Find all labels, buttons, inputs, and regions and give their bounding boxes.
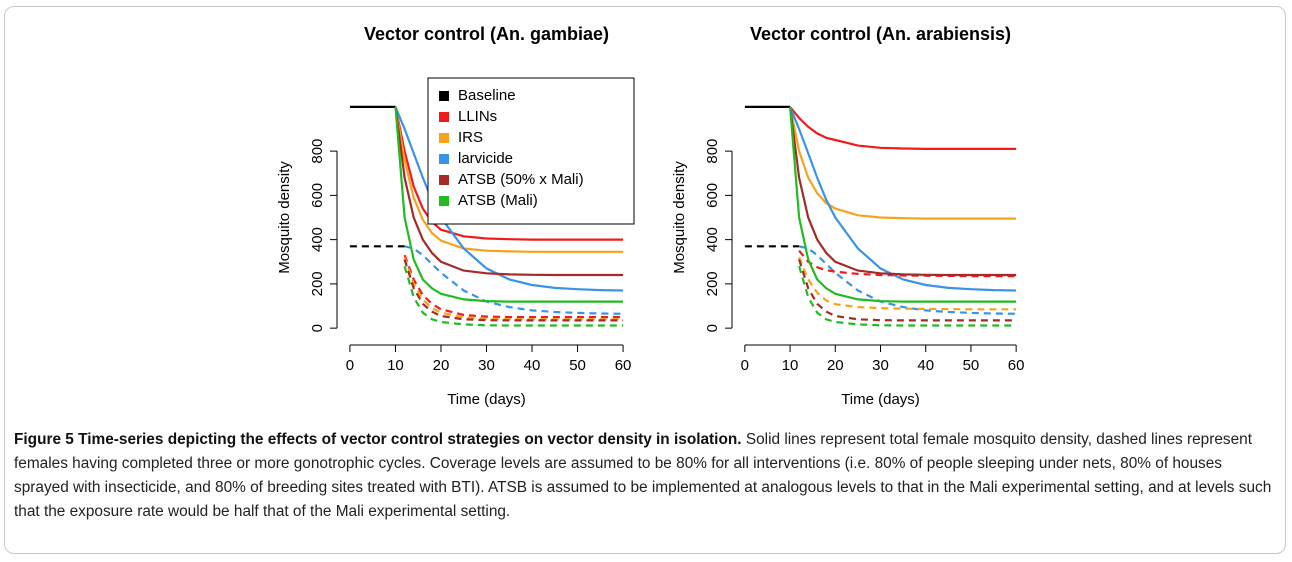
figure-frame [4,6,1286,554]
series-line [394,106,624,241]
series-line [789,106,1017,292]
x-tick-label: 60 [615,357,632,374]
caption-title: Time-series depicting the effects of vec… [78,431,742,448]
series-line [403,265,624,327]
legend-swatch [439,133,449,143]
legend-swatch [439,112,449,122]
legend-label: Baseline [458,87,516,104]
y-tick-label: 0 [309,324,326,332]
x-tick-label: 50 [569,357,586,374]
y-tick-label: 400 [704,227,721,252]
series-line [798,256,1017,311]
legend-swatch [439,154,449,164]
series-line [403,259,624,322]
y-tick-label: 600 [309,183,326,208]
x-tick-label: 0 [346,357,354,374]
charts: Vector control (An. gambiae) Time (days) M… [276,24,1025,408]
series-line [798,259,1017,322]
y-tick-label: 0 [704,324,721,332]
series-line [789,106,1017,303]
caption-label: Figure 5 [14,431,74,448]
series-line [789,106,1017,277]
y-tick-label: 600 [704,183,721,208]
x-tick-label: 50 [963,357,980,374]
series-line [394,106,624,292]
caption-text: Solid lines represent total female mosqu… [14,431,1272,520]
series-line [798,250,1017,278]
legend-label: larvicide [458,150,513,167]
y-tick-label: 200 [704,271,721,296]
series-line [394,106,624,303]
x-tick-label: 40 [917,357,934,374]
y-tick-label: 800 [704,139,721,164]
series-line [789,106,1017,150]
legend: Baseline LLINs IRS larvicide ATSB (50% x Mal… [427,77,635,225]
legend-box [427,77,635,225]
series-line [789,106,1017,220]
y-axis-label: Mosquito density [276,161,293,274]
y-tick-label: 400 [309,227,326,252]
series-line [394,106,624,277]
x-axis-label: Time (days) [841,391,920,408]
x-tick-label: 10 [387,357,404,374]
x-tick-label: 30 [872,357,889,374]
y-axis-label: Mosquito density [671,161,688,274]
legend-label: ATSB (50% x Mali) [458,171,584,188]
series-line [403,254,624,319]
chart-title: Vector control (An. arabiensis) [750,24,1011,44]
x-axis-label: Time (days) [447,391,526,408]
series-line [798,265,1017,327]
y-tick-label: 200 [309,271,326,296]
series-line [403,256,624,321]
x-tick-label: 30 [478,357,495,374]
legend-label: IRS [458,129,483,146]
x-tick-label: 10 [782,357,799,374]
caption: Figure 5 Time-series depicting the effec… [14,428,1276,524]
legend-swatch [439,196,449,206]
y-tick-label: 800 [309,139,326,164]
x-tick-label: 60 [1008,357,1025,374]
legend-label: ATSB (Mali) [458,192,538,209]
x-tick-label: 0 [741,357,749,374]
x-tick-label: 40 [524,357,541,374]
legend-swatch [439,91,449,101]
legend-label: LLINs [458,108,497,125]
legend-swatch [439,175,449,185]
chart-title: Vector control (An. gambiae) [364,24,609,44]
x-tick-label: 20 [827,357,844,374]
x-tick-label: 20 [433,357,450,374]
series-line [394,106,624,253]
